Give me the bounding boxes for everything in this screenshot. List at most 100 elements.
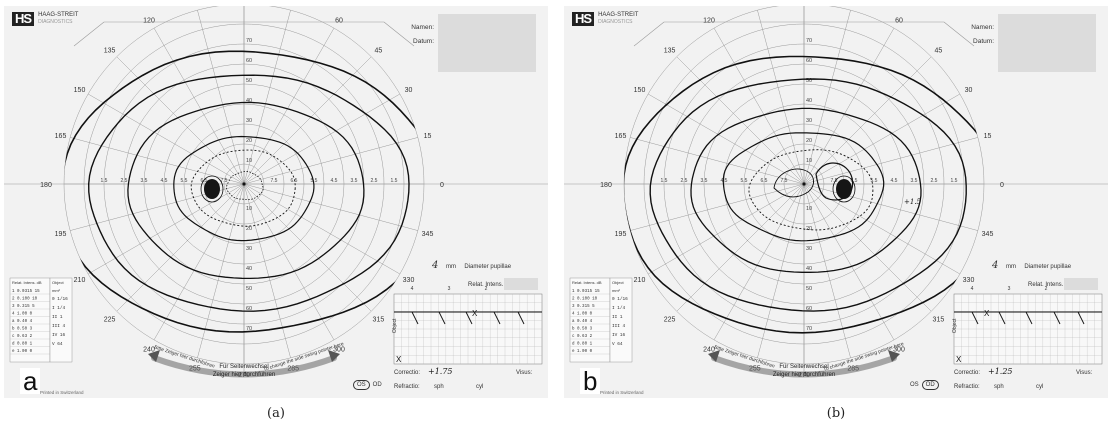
scale-label-right: 1.5 bbox=[951, 178, 958, 184]
angle-label: 300 bbox=[893, 347, 905, 354]
patient-info-box bbox=[438, 14, 536, 72]
eccentricity-label: 10 bbox=[246, 158, 252, 164]
meridian-line bbox=[803, 56, 932, 185]
meridian-line bbox=[803, 183, 978, 231]
scale-label-left: 6.5 bbox=[761, 178, 768, 184]
scale-label-right: 3.5 bbox=[351, 178, 358, 184]
isopters-group bbox=[64, 50, 424, 333]
angle-label: 15 bbox=[424, 133, 432, 140]
meridian-line bbox=[713, 27, 805, 185]
meridian-line bbox=[803, 93, 961, 185]
meridian-line bbox=[630, 183, 805, 231]
meridian-line bbox=[243, 93, 401, 185]
isopter-line bbox=[87, 74, 410, 312]
meridian-line bbox=[243, 183, 418, 231]
fixation-point bbox=[802, 182, 806, 186]
object-axis-label: Object bbox=[952, 318, 958, 333]
blind-spot-scotoma bbox=[836, 179, 852, 199]
pupil-value: 4 bbox=[432, 260, 439, 271]
eye-os: OS bbox=[910, 382, 919, 388]
isopter-line bbox=[722, 132, 885, 242]
scale-label-left: 4.5 bbox=[721, 178, 728, 184]
threshold-x-mark-bottom: X bbox=[956, 355, 962, 364]
isopter-line bbox=[226, 170, 264, 201]
legend-header: Relat. Intens. dB bbox=[572, 280, 602, 285]
object-row: IV 16 bbox=[52, 333, 66, 338]
eccentricity-label: 30 bbox=[246, 118, 252, 124]
isopter-line bbox=[64, 50, 424, 333]
scale-label-left: 2.5 bbox=[681, 178, 688, 184]
angle-label: 210 bbox=[634, 277, 646, 284]
eye-od: OD bbox=[372, 382, 382, 388]
angle-label: 195 bbox=[55, 231, 67, 238]
legend-row: 3 0.315 5 bbox=[572, 305, 595, 309]
cyl-label: cyl bbox=[1036, 384, 1044, 390]
meridian-line bbox=[243, 10, 291, 185]
meridian-line bbox=[803, 10, 851, 185]
threshold-x-mark: X bbox=[472, 309, 478, 318]
scale-label-left: 3.5 bbox=[141, 178, 148, 184]
angle-label: 30 bbox=[965, 87, 973, 94]
scale-label-left: 7.5 bbox=[221, 178, 228, 184]
eccentricity-label: 50 bbox=[806, 78, 812, 84]
object-row: V 64 bbox=[612, 342, 623, 347]
pupil-label: Diameter pupillae bbox=[464, 264, 512, 270]
angle-label: 0 bbox=[440, 182, 444, 189]
visual-field-diagram-a: 9010512013515016518019521022524025527028… bbox=[4, 6, 548, 379]
eccentricity-label: 30 bbox=[806, 246, 812, 252]
printed-note: Printed in Switzerland bbox=[40, 390, 84, 395]
scale-label-right: 1.5 bbox=[391, 178, 398, 184]
meridian-line bbox=[243, 56, 372, 185]
angle-label: 180 bbox=[600, 182, 612, 189]
object-row: II 1 bbox=[52, 315, 63, 320]
object-row: V 64 bbox=[52, 342, 63, 347]
meridian-line bbox=[647, 183, 805, 275]
eccentricity-label: 40 bbox=[246, 266, 252, 272]
eccentricity-label: 60 bbox=[246, 306, 252, 312]
scale-label-left: 2.5 bbox=[121, 178, 128, 184]
scale-label-left: 3.5 bbox=[701, 178, 708, 184]
angle-label: 345 bbox=[982, 231, 994, 238]
relat-intens-box bbox=[1064, 278, 1098, 290]
isopter-line bbox=[190, 149, 296, 227]
relat-intens-label: Relat. Intens. bbox=[1028, 282, 1064, 288]
scale-label-left: 5.5 bbox=[181, 178, 188, 184]
scale-label-left: 6.5 bbox=[201, 178, 208, 184]
eye-os-selected: OS bbox=[353, 380, 370, 390]
eccentricity-label: 70 bbox=[806, 38, 812, 44]
meridian-line bbox=[87, 183, 245, 275]
brand-sub: DIAGNOSTICS bbox=[38, 19, 73, 25]
legend-row: d 0.80 1 bbox=[12, 342, 33, 347]
scale-label-right: 2.5 bbox=[931, 178, 938, 184]
scale-label-right: 4.5 bbox=[891, 178, 898, 184]
intensity-step: 3 bbox=[1008, 286, 1011, 292]
legend-row: c 0.63 2 bbox=[572, 335, 593, 339]
object-unit: mm² bbox=[612, 288, 621, 293]
scale-label-left: 1.5 bbox=[101, 178, 108, 184]
pupil-label: Diameter pupillae bbox=[1024, 264, 1072, 270]
angle-label: 120 bbox=[143, 18, 155, 25]
eccentricity-label: 60 bbox=[806, 306, 812, 312]
legend-row: 2 0.100 10 bbox=[12, 298, 38, 302]
visus-label: Visus: bbox=[516, 370, 533, 376]
panel-letter-a: a bbox=[20, 368, 41, 394]
angle-label: 120 bbox=[703, 18, 715, 25]
eccentricity-label: 50 bbox=[246, 78, 252, 84]
eccentricity-label: 70 bbox=[246, 326, 252, 332]
meridian-line bbox=[803, 27, 895, 185]
legend-row: 3 0.315 5 bbox=[12, 305, 35, 309]
angle-label: 150 bbox=[74, 87, 86, 94]
brand-name: HAAG-STREIT bbox=[598, 12, 639, 18]
legend-table bbox=[9, 277, 51, 363]
meridian-line bbox=[243, 137, 418, 185]
scale-label-right: 4.5 bbox=[331, 178, 338, 184]
intensity-step: 4 bbox=[971, 286, 974, 292]
pupil-diameter: 4 mm Diameter pupillae bbox=[432, 260, 511, 271]
eccentricity-label: 60 bbox=[246, 58, 252, 64]
correction-label: Correctio: bbox=[954, 370, 981, 376]
legend-row: 2 0.100 10 bbox=[572, 298, 598, 302]
scale-label-right: 5.5 bbox=[871, 178, 878, 184]
meridian-line bbox=[647, 93, 805, 185]
hand-note-b: +1.5 bbox=[904, 198, 921, 206]
meridian-line bbox=[803, 137, 978, 185]
